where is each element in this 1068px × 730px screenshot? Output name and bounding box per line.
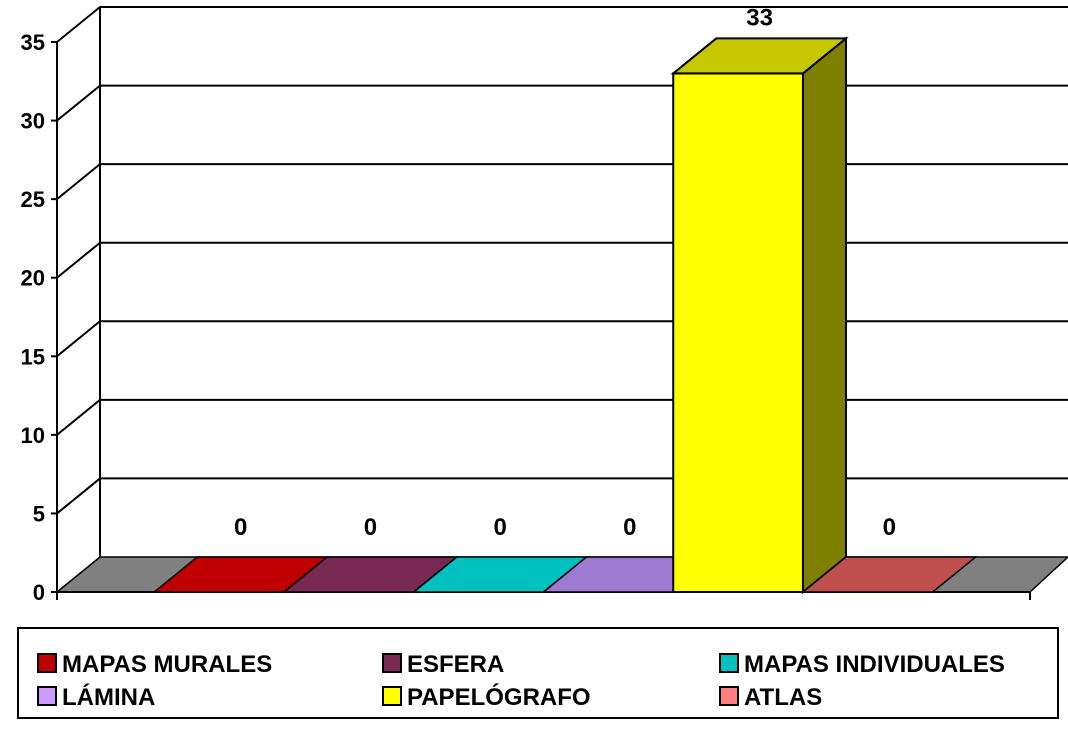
data-labels: 0 0 0 0 33 0 (234, 4, 896, 541)
bar-6 (800, 556, 978, 593)
bar-front-5 (672, 72, 804, 593)
data-label-6: 0 (883, 514, 896, 541)
legend-label: ESFERA (407, 651, 504, 678)
gridline (56, 477, 1068, 515)
legend-swatch (37, 653, 57, 673)
bars (152, 36, 978, 595)
bar-side-5 (801, 36, 847, 595)
gridline (56, 398, 1068, 436)
legend-label: MAPAS MURALES (62, 651, 272, 678)
y-axis-tick-labels: 0 5 10 15 20 25 30 35 (21, 30, 57, 605)
legend-label: PAPELÓGRAFO (407, 683, 591, 711)
y-tick-label: 5 (33, 501, 45, 526)
data-label-5: 33 (746, 4, 773, 31)
gridline (56, 6, 1068, 43)
y-tick-label: 20 (21, 266, 45, 291)
legend-swatch (719, 686, 739, 706)
legend-label: LÁMINA (62, 683, 155, 711)
legend-label: ATLAS (744, 684, 822, 711)
y-tick-label: 10 (21, 423, 45, 448)
bar-top-5 (670, 37, 849, 75)
y-tick-label: 35 (21, 30, 45, 55)
y-tick-label: 30 (21, 109, 45, 134)
legend-box (17, 627, 1059, 719)
gridline (56, 241, 1068, 279)
gridline (56, 320, 1068, 358)
legend-swatch (382, 653, 402, 673)
data-label-3: 0 (493, 514, 506, 541)
data-label-2: 0 (364, 514, 377, 541)
legend-swatch (719, 653, 739, 673)
y-tick-label: 15 (21, 344, 45, 369)
data-label-4: 0 (623, 514, 636, 541)
legend: MAPAS MURALES ESFERA MAPAS INDIVIDUALES LÁM… (17, 627, 1059, 719)
legend-swatch (37, 686, 57, 706)
y-tick-label: 0 (33, 580, 45, 605)
gridline (56, 84, 1068, 122)
chart-walls (56, 6, 1068, 592)
legend-label: MAPAS INDIVIDUALES (744, 651, 1005, 678)
legend-swatch (382, 686, 402, 706)
y-tick-label: 25 (21, 187, 45, 212)
data-label-1: 0 (234, 514, 247, 541)
gridline (56, 163, 1068, 200)
gridlines (56, 6, 1068, 515)
